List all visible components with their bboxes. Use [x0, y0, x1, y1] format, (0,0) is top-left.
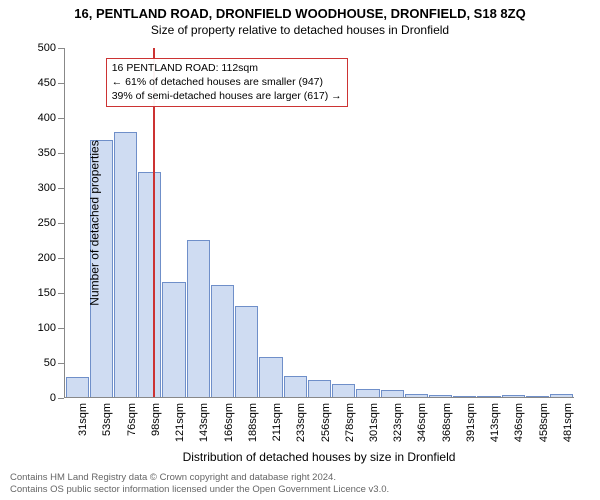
y-tick-label: 350: [38, 147, 56, 159]
y-tick-label: 400: [38, 112, 56, 124]
bar: [526, 396, 549, 397]
x-tick-label: 188sqm: [247, 403, 259, 442]
x-tick-label: 53sqm: [101, 403, 113, 436]
x-tick-label: 166sqm: [223, 403, 235, 442]
footer-line-2: Contains OS public sector information li…: [10, 484, 389, 496]
bar: [284, 376, 307, 397]
bar: [114, 132, 137, 397]
footer-line-1: Contains HM Land Registry data © Crown c…: [10, 472, 389, 484]
bar: [259, 357, 282, 397]
x-tick-label: 278sqm: [344, 403, 356, 442]
bar: [356, 389, 379, 397]
bar: [381, 390, 404, 397]
bar: [477, 396, 500, 397]
bar: [162, 282, 185, 397]
x-tick-label: 121sqm: [174, 403, 186, 442]
bar: [187, 240, 210, 397]
x-axis-label: Distribution of detached houses by size …: [183, 450, 456, 464]
x-tick-label: 458sqm: [538, 403, 550, 442]
bar: [308, 380, 331, 397]
x-tick-label: 436sqm: [513, 403, 525, 442]
bar: [235, 306, 258, 397]
y-tick-label: 300: [38, 182, 56, 194]
y-tick-label: 150: [38, 287, 56, 299]
bar: [211, 285, 234, 397]
x-tick-label: 233sqm: [295, 403, 307, 442]
bar: [550, 394, 573, 397]
y-axis-label: Number of detached properties: [88, 140, 102, 305]
info-box: 16 PENTLAND ROAD: 112sqm← 61% of detache…: [106, 58, 348, 107]
x-tick-label: 76sqm: [126, 403, 138, 436]
x-tick-label: 211sqm: [271, 403, 283, 441]
info-box-line: 39% of semi-detached houses are larger (…: [112, 90, 342, 104]
x-tick-label: 98sqm: [150, 403, 162, 436]
x-tick-label: 323sqm: [392, 403, 404, 442]
y-tick-label: 100: [38, 322, 56, 334]
bar: [429, 395, 452, 397]
y-tick-label: 50: [44, 357, 56, 369]
y-tick-label: 200: [38, 252, 56, 264]
x-tick-label: 143sqm: [198, 403, 210, 442]
bar: [405, 394, 428, 397]
x-tick-label: 391sqm: [465, 403, 477, 442]
page-title: 16, PENTLAND ROAD, DRONFIELD WOODHOUSE, …: [0, 0, 600, 21]
bar: [138, 172, 161, 397]
x-tick-label: 301sqm: [368, 403, 380, 442]
y-tick-label: 250: [38, 217, 56, 229]
y-tick-label: 0: [50, 392, 56, 404]
chart-area: 16 PENTLAND ROAD: 112sqm← 61% of detache…: [64, 48, 574, 398]
plot-region: 16 PENTLAND ROAD: 112sqm← 61% of detache…: [64, 48, 574, 398]
bar: [453, 396, 476, 397]
footer-credits: Contains HM Land Registry data © Crown c…: [10, 472, 389, 496]
bar: [332, 384, 355, 397]
y-tick-label: 500: [38, 42, 56, 54]
x-tick-label: 413sqm: [489, 403, 501, 442]
y-tick-label: 450: [38, 77, 56, 89]
chart-container: 16, PENTLAND ROAD, DRONFIELD WOODHOUSE, …: [0, 0, 600, 500]
bar: [502, 395, 525, 397]
x-tick-label: 346sqm: [416, 403, 428, 442]
x-tick-label: 256sqm: [320, 403, 332, 442]
bar: [66, 377, 89, 397]
x-tick-label: 368sqm: [441, 403, 453, 442]
x-tick-label: 31sqm: [77, 403, 89, 436]
page-subtitle: Size of property relative to detached ho…: [0, 21, 600, 37]
info-box-line: 16 PENTLAND ROAD: 112sqm: [112, 62, 342, 76]
info-box-line: ← 61% of detached houses are smaller (94…: [112, 76, 342, 90]
x-tick-label: 481sqm: [562, 403, 574, 442]
